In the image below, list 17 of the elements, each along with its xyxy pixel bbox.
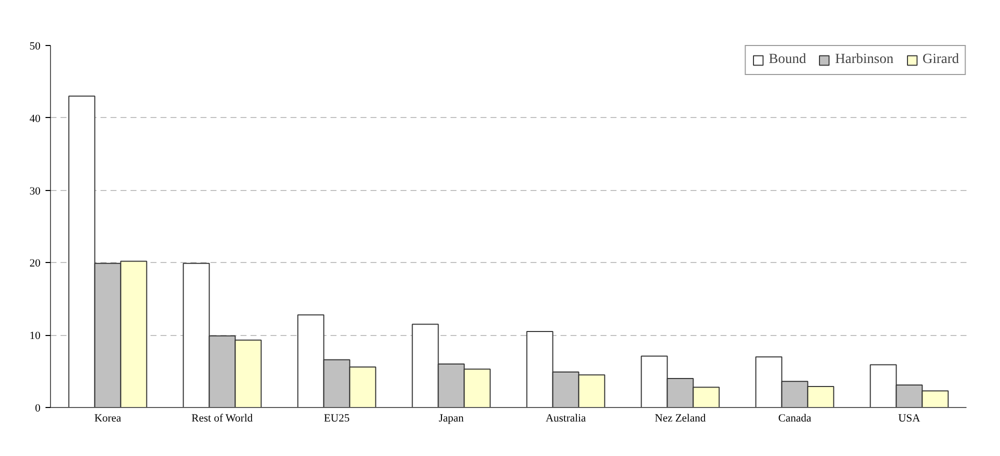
x-tick-label: Canada xyxy=(778,412,812,424)
x-tick-label: Korea xyxy=(94,412,122,424)
legend-label: Bound xyxy=(768,52,806,68)
x-tick-label: Rest of World xyxy=(192,412,254,424)
legend-label: Girard xyxy=(922,52,959,68)
x-tick-label: USA xyxy=(898,412,920,424)
y-tick-label: 20 xyxy=(30,258,41,270)
y-tick-label: 50 xyxy=(30,40,41,52)
y-tick-label: 0 xyxy=(35,402,41,414)
x-tick-label: Australia xyxy=(546,412,586,424)
x-tick-label: EU25 xyxy=(324,412,350,424)
x-tick-label: Japan xyxy=(438,412,464,424)
y-tick-label: 40 xyxy=(30,112,41,125)
x-tick-label: Nez Zeland xyxy=(654,412,706,424)
y-tick-label: 30 xyxy=(30,185,41,198)
legend-label: Harbinson xyxy=(835,52,894,68)
y-tick-label: 10 xyxy=(30,330,41,342)
